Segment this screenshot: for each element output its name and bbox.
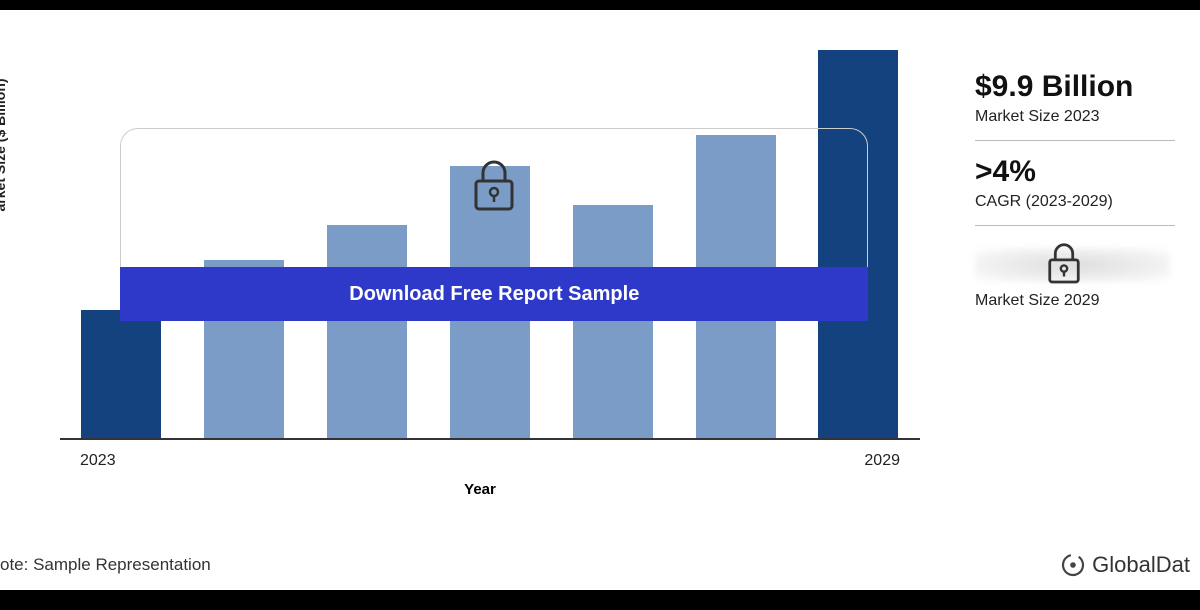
metrics-sidebar: $9.9 Billion Market Size 2023 >4% CAGR (… [950, 40, 1200, 500]
x-axis-title: Year [464, 481, 496, 498]
download-sample-label: Download Free Report Sample [349, 283, 639, 305]
market-size-bar-chart: Download Free Report Sample [60, 50, 920, 440]
x-start-label: 2023 [80, 452, 116, 470]
lock-icon [470, 159, 518, 211]
footer-row: ote: Sample Representation GlobalDat [0, 552, 1200, 578]
market-size-2023-value: $9.9 Billion [975, 70, 1200, 104]
globaldata-icon [1060, 552, 1086, 578]
market-size-2023-label: Market Size 2023 [975, 108, 1200, 126]
cagr-label: CAGR (2023-2029) [975, 193, 1200, 211]
y-axis-label: arket Size ($ Billion) [0, 78, 8, 211]
report-card: arket Size ($ Billion) Download Free Rep… [0, 10, 1200, 590]
divider [975, 225, 1175, 226]
download-sample-button[interactable]: Download Free Report Sample [120, 267, 868, 321]
footnote: ote: Sample Representation [0, 555, 211, 575]
chart-column: arket Size ($ Billion) Download Free Rep… [10, 40, 950, 500]
market-size-2029-label: Market Size 2029 [975, 292, 1200, 310]
cagr-value: >4% [975, 155, 1200, 189]
locked-metric [975, 240, 1200, 290]
brand-name: GlobalDat [1092, 552, 1190, 578]
lock-icon [1045, 242, 1083, 284]
content-row: arket Size ($ Billion) Download Free Rep… [0, 40, 1200, 500]
x-axis-labels: 2023 2029 [60, 452, 920, 470]
bar [81, 310, 161, 438]
brand-logo: GlobalDat [1060, 552, 1190, 578]
divider [975, 140, 1175, 141]
x-end-label: 2029 [864, 452, 900, 470]
